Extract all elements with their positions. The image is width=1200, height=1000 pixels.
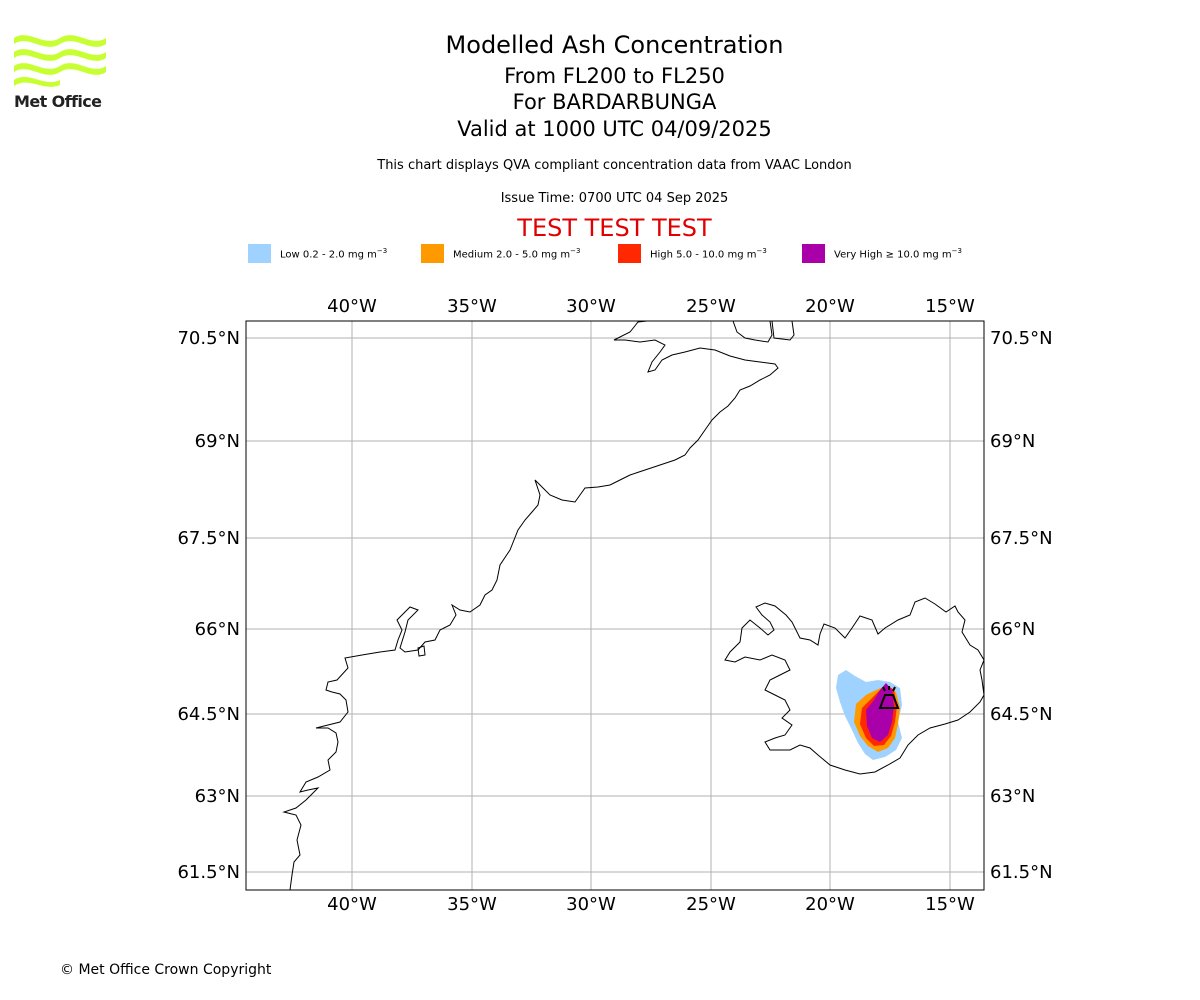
lon-tick-top-2: 35°W: [447, 296, 497, 317]
lat-ticks-left: 70.5°N 69°N 67.5°N 66°N 64.5°N 63°N 61.5…: [177, 328, 240, 883]
ash-very-high-area: [866, 683, 894, 742]
met-office-logo-icon: [14, 35, 106, 87]
lat-tick-right-6: 63°N: [990, 786, 1035, 807]
legend-label-medium: Medium 2.0 - 5.0 mg m: [453, 249, 571, 261]
legend-swatch-low: [248, 244, 271, 263]
legend-swatch-high: [618, 244, 641, 263]
lon-tick-bottom-1: 40°W: [327, 894, 377, 915]
lon-tick-bottom-5: 20°W: [805, 894, 855, 915]
lat-tick-left-5: 64.5°N: [177, 704, 240, 725]
lat-tick-right-5: 64.5°N: [990, 704, 1053, 725]
lon-tick-bottom-4: 25°W: [686, 894, 736, 915]
greenland-coast: [282, 321, 779, 890]
legend-item-medium: Medium 2.0 - 5.0 mg m−3: [421, 244, 580, 263]
legend-label-very-high: Very High ≥ 10.0 mg m: [834, 249, 952, 261]
issue-time: Issue Time: 0700 UTC 04 Sep 2025: [500, 191, 729, 206]
legend-label-low: Low 0.2 - 2.0 mg m: [280, 249, 377, 261]
lat-tick-left-6: 63°N: [195, 786, 240, 807]
map-frame: [245, 320, 985, 891]
lon-tick-bottom-3: 30°W: [566, 894, 616, 915]
lon-tick-bottom-2: 35°W: [447, 894, 497, 915]
lat-tick-left-3: 67.5°N: [177, 528, 240, 549]
lat-tick-left-7: 61.5°N: [177, 862, 240, 883]
copyright-notice: © Met Office Crown Copyright: [60, 962, 272, 978]
lat-tick-left-2: 69°N: [195, 431, 240, 452]
lat-ticks-right: 70.5°N 69°N 67.5°N 66°N 64.5°N 63°N 61.5…: [990, 328, 1053, 883]
map-gridlines: [246, 321, 984, 890]
lon-ticks-bottom: 40°W 35°W 30°W 25°W 20°W 15°W: [327, 894, 975, 915]
lat-tick-right-3: 67.5°N: [990, 528, 1053, 549]
chart-title: Modelled Ash Concentration: [445, 31, 784, 59]
test-banner: TEST TEST TEST: [517, 214, 712, 242]
volcano-icon: [878, 686, 900, 709]
lon-tick-top-3: 30°W: [566, 296, 616, 317]
lon-tick-top-5: 20°W: [805, 296, 855, 317]
logo-text: Met Office: [14, 92, 102, 111]
legend-label-high: High 5.0 - 10.0 mg m: [650, 249, 757, 261]
valid-time: Valid at 1000 UTC 04/09/2025: [457, 117, 772, 141]
legend-swatch-very-high: [802, 244, 825, 263]
greenland-islet: [417, 645, 426, 657]
lat-tick-left-4: 66°N: [195, 619, 240, 640]
greenland-coast-north: [732, 321, 795, 343]
lon-tick-top-4: 25°W: [686, 296, 736, 317]
lat-tick-right-1: 70.5°N: [990, 328, 1053, 349]
lon-ticks-top: 40°W 35°W 30°W 25°W 20°W 15°W: [327, 296, 975, 317]
lon-tick-bottom-6: 15°W: [925, 894, 975, 915]
lat-tick-left-1: 70.5°N: [177, 328, 240, 349]
legend-item-very-high: Very High ≥ 10.0 mg m−3: [802, 244, 962, 263]
coastlines: [282, 321, 984, 890]
legend-item-high: High 5.0 - 10.0 mg m−3: [618, 244, 767, 263]
lat-tick-right-4: 66°N: [990, 619, 1035, 640]
chart-description: This chart displays QVA compliant concen…: [377, 158, 852, 173]
lat-tick-right-7: 61.5°N: [990, 862, 1053, 883]
legend-swatch-medium: [421, 244, 444, 263]
lon-tick-top-6: 15°W: [925, 296, 975, 317]
level-range: From FL200 to FL250: [504, 64, 725, 88]
lon-tick-top-1: 40°W: [327, 296, 377, 317]
legend-item-low: Low 0.2 - 2.0 mg m−3: [248, 244, 387, 263]
lat-tick-right-2: 69°N: [990, 431, 1035, 452]
iceland-coast: [724, 597, 984, 775]
volcano-name: For BARDARBUNGA: [512, 90, 717, 114]
